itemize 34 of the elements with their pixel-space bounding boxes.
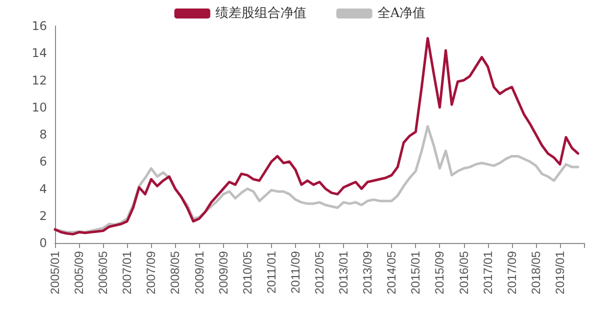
x-tick-label: 2007/09 <box>144 250 158 294</box>
legend-label: 全A净值 <box>377 6 426 21</box>
line-series <box>54 36 580 236</box>
x-tick-label: 2012/05 <box>312 250 326 294</box>
x-tick-label: 2013/01 <box>336 250 351 294</box>
x-tick-label: 2009/01 <box>192 250 206 294</box>
x-tick-label: 2017/01 <box>480 250 495 294</box>
y-tick-label: 6 <box>39 154 47 169</box>
y-tick-label: 10 <box>32 100 47 114</box>
y-tick-label: 12 <box>32 73 47 88</box>
x-tick-label: 2006/05 <box>96 250 110 294</box>
x-tick-label: 2019/01 <box>552 250 567 294</box>
x-tick-label: 2015/09 <box>432 250 447 294</box>
x-tick-label: 2018/05 <box>528 250 543 294</box>
x-tick-label: 2015/01 <box>408 250 423 294</box>
x-tick-label: 2014/05 <box>384 250 399 294</box>
x-tick-label: 2007/01 <box>120 250 134 294</box>
x-tick-label: 2008/05 <box>168 250 182 294</box>
y-tick-label: 0 <box>39 236 47 250</box>
y-tick-label: 4 <box>39 182 47 196</box>
x-tick-label: 2017/09 <box>504 250 519 294</box>
x-tick-label: 2005/01 <box>48 250 62 294</box>
x-tick-label: 2011/09 <box>288 250 302 294</box>
x-tick-label: 2009/09 <box>216 250 230 294</box>
x-tick-label: 2010/05 <box>240 250 254 294</box>
y-tick-label: 2 <box>39 208 47 223</box>
y-tick-label: 14 <box>32 46 47 60</box>
x-tick-label: 2011/01 <box>264 250 278 294</box>
y-tick-label: 8 <box>39 128 47 142</box>
x-tick-label: 2016/05 <box>456 250 471 294</box>
x-tick-label: 2013/09 <box>360 250 375 294</box>
y-tick-label: 16 <box>32 19 47 33</box>
x-tick-label: 2005/09 <box>72 250 86 294</box>
legend-label: 绩差股组合净值 <box>215 6 306 21</box>
